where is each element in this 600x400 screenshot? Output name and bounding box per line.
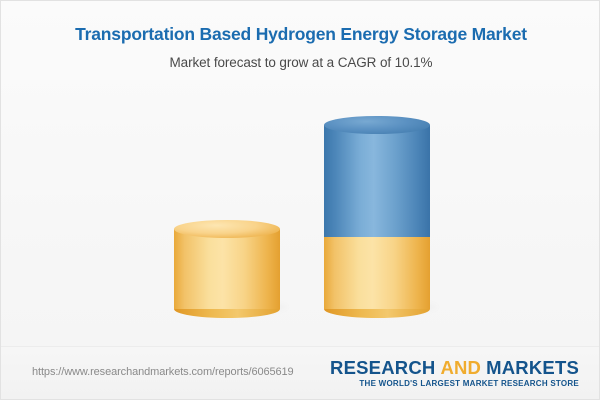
chart-plot-area: USD 1.7 Billion 2024 USD 4.3 Billion (1, 1, 599, 349)
report-url[interactable]: https://www.researchandmarkets.com/repor… (32, 366, 294, 378)
cylinder-body (324, 125, 430, 237)
logo-word-markets: MARKETS (486, 357, 579, 378)
footer: https://www.researchandmarkets.com/repor… (1, 346, 599, 399)
logo-word-research: RESEARCH (330, 357, 436, 378)
bar-segment-yellow-2024 (174, 220, 280, 318)
logo-tagline: THE WORLD'S LARGEST MARKET RESEARCH STOR… (359, 379, 579, 389)
cylinder-body (174, 229, 280, 309)
cylinder-body (324, 237, 430, 309)
chart-subtitle: Market forecast to grow at a CAGR of 10.… (169, 55, 433, 70)
cylinder-bar-2024 (174, 220, 288, 318)
bar-segment-yellow-2034 (324, 237, 430, 318)
cylinder-bar-2034 (324, 116, 438, 318)
logo-word-and: AND (440, 357, 482, 378)
bar-segment-blue-2034 (324, 116, 430, 237)
cylinder-top-ellipse (174, 220, 280, 238)
cylinder-top-ellipse (324, 116, 430, 134)
page-title: Transportation Based Hydrogen Energy Sto… (75, 24, 527, 44)
research-and-markets-logo[interactable]: RESEARCH AND MARKETS THE WORLD'S LARGEST M… (330, 358, 579, 389)
logo-wordmark: RESEARCH AND MARKETS (330, 358, 579, 377)
